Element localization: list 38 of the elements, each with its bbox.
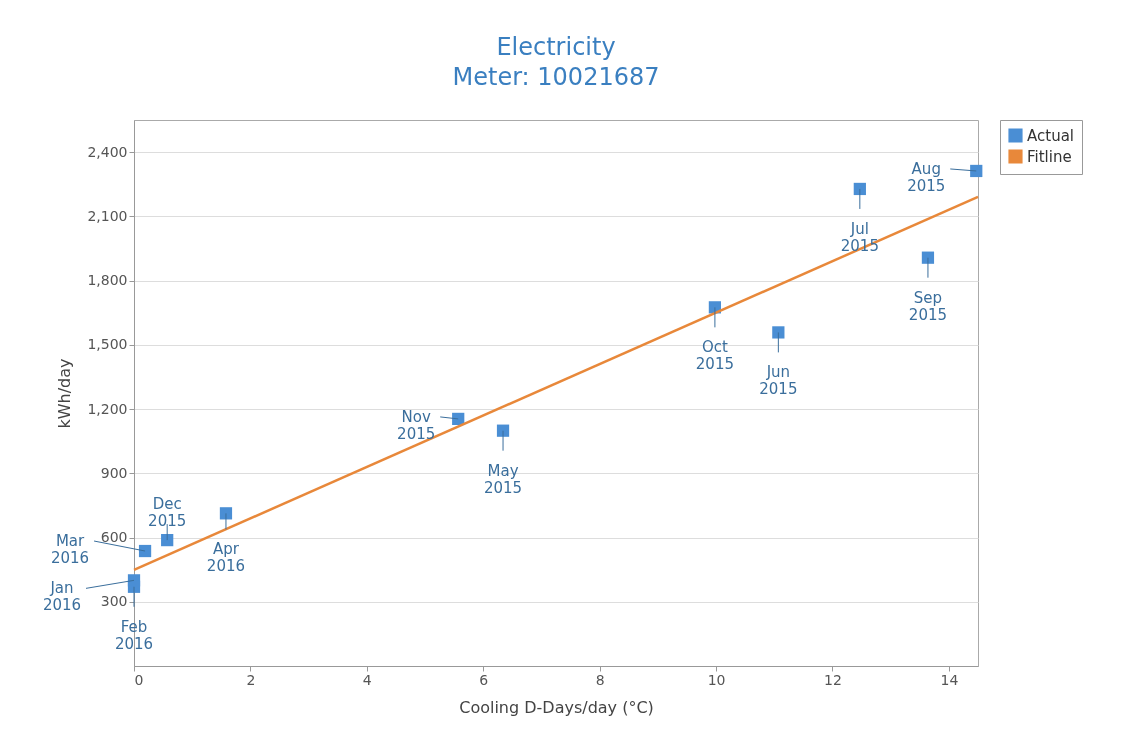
annotation: May 2015 (483, 461, 523, 497)
legend-label: Fitline (1027, 147, 1072, 166)
x-axis-title: Cooling D-Days/day (°C) (459, 697, 654, 717)
chart-title: Electricity (496, 32, 616, 61)
y-tick-label: 600 (100, 529, 128, 546)
y-tick-label: 2,400 (87, 143, 128, 160)
y-tick-label: 900 (100, 464, 128, 481)
x-tick-label: 0 (134, 671, 144, 688)
y-tick-label: 1,500 (87, 336, 128, 353)
annotation: Feb 2016 (114, 617, 154, 653)
annotation: Oct 2015 (695, 338, 734, 374)
y-tick-label: 300 (100, 593, 128, 610)
chart-subtitle: Meter: 10021687 (452, 62, 660, 91)
annotation: Mar 2016 (50, 532, 90, 568)
annotation: Nov 2015 (397, 407, 436, 443)
x-tick-label: 4 (362, 671, 372, 688)
x-tick-label: 12 (824, 671, 842, 688)
point (161, 533, 174, 547)
y-tick-label: 1,800 (87, 272, 128, 289)
annotation: Apr 2016 (206, 540, 246, 576)
y-tick-label: 1,200 (87, 400, 128, 417)
x-tick-label: 8 (595, 671, 605, 688)
point (138, 544, 152, 558)
annotation: Sep 2015 (908, 288, 948, 324)
x-tick-label: 2 (246, 671, 256, 688)
point (853, 182, 866, 196)
annotation: Aug 2015 (907, 159, 946, 195)
point (772, 326, 785, 339)
y-tick-label: 2,100 (87, 207, 128, 224)
x-tick-label: 6 (479, 671, 489, 688)
x-tick-label: 10 (707, 671, 726, 688)
y-axis-title: kWh/day (55, 358, 75, 429)
legend-label: Actual (1027, 126, 1074, 145)
annotation: Dec 2015 (148, 495, 187, 531)
annotation: Jan 2016 (42, 579, 82, 615)
x-tick-label: 14 (940, 671, 959, 688)
point (970, 164, 983, 178)
annotation: Jun 2015 (759, 363, 798, 399)
